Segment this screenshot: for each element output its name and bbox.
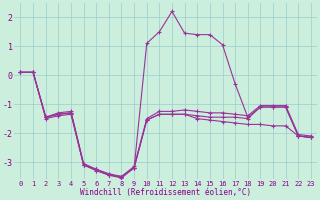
X-axis label: Windchill (Refroidissement éolien,°C): Windchill (Refroidissement éolien,°C) [80,188,251,197]
